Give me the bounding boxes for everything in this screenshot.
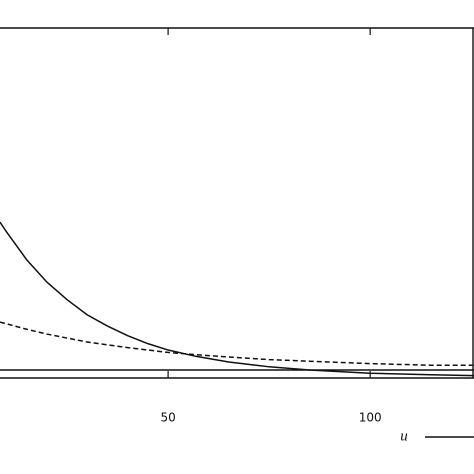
x-tick-label: 50 — [160, 411, 175, 425]
series-line — [0, 321, 474, 366]
x-tick-label: 100 — [359, 411, 382, 425]
series-line — [0, 221, 474, 377]
legend-label: u — [400, 428, 408, 444]
